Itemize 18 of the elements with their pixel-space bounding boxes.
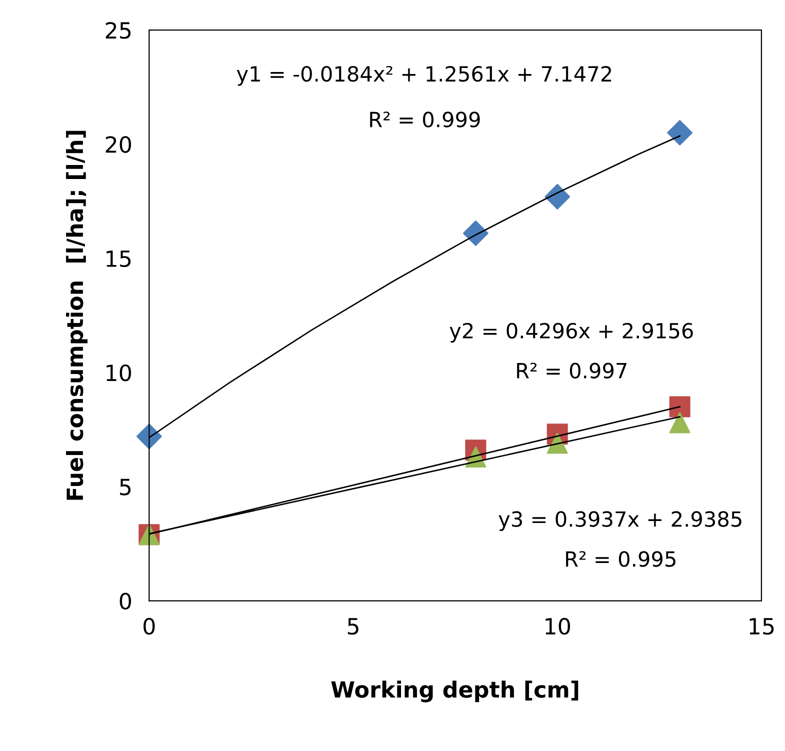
annotation: y2 = 0.4296x + 2.9156 (450, 322, 693, 343)
annotation: R² = 0.995 (566, 551, 676, 567)
y-tick-label: 10 (106, 364, 132, 382)
y-tick-label: 15 (106, 250, 131, 268)
x-tick-label: 5 (348, 618, 358, 635)
annotation: y3 = 0.3937x + 2.9385 (498, 511, 742, 531)
x-tick-label: 15 (750, 618, 774, 635)
annotation: R² = 0.997 (517, 362, 626, 379)
y-tick-label: 25 (106, 22, 131, 39)
annotation: R² = 0.999 (370, 112, 480, 128)
x-axis-title: Working depth [cm] (331, 680, 578, 702)
x-tick-label: 0 (144, 618, 155, 635)
y-axis-title: Fuel consumption [l/ha]; [l/h] (66, 130, 88, 500)
annotation: y1 = -0.0184x² + 1.2561x + 7.1472 (236, 66, 612, 86)
y-tick-label: 20 (106, 136, 132, 153)
x-tick-label: 10 (546, 618, 570, 635)
y-tick-label: 5 (120, 478, 131, 496)
y-tick-label: 0 (120, 592, 132, 610)
